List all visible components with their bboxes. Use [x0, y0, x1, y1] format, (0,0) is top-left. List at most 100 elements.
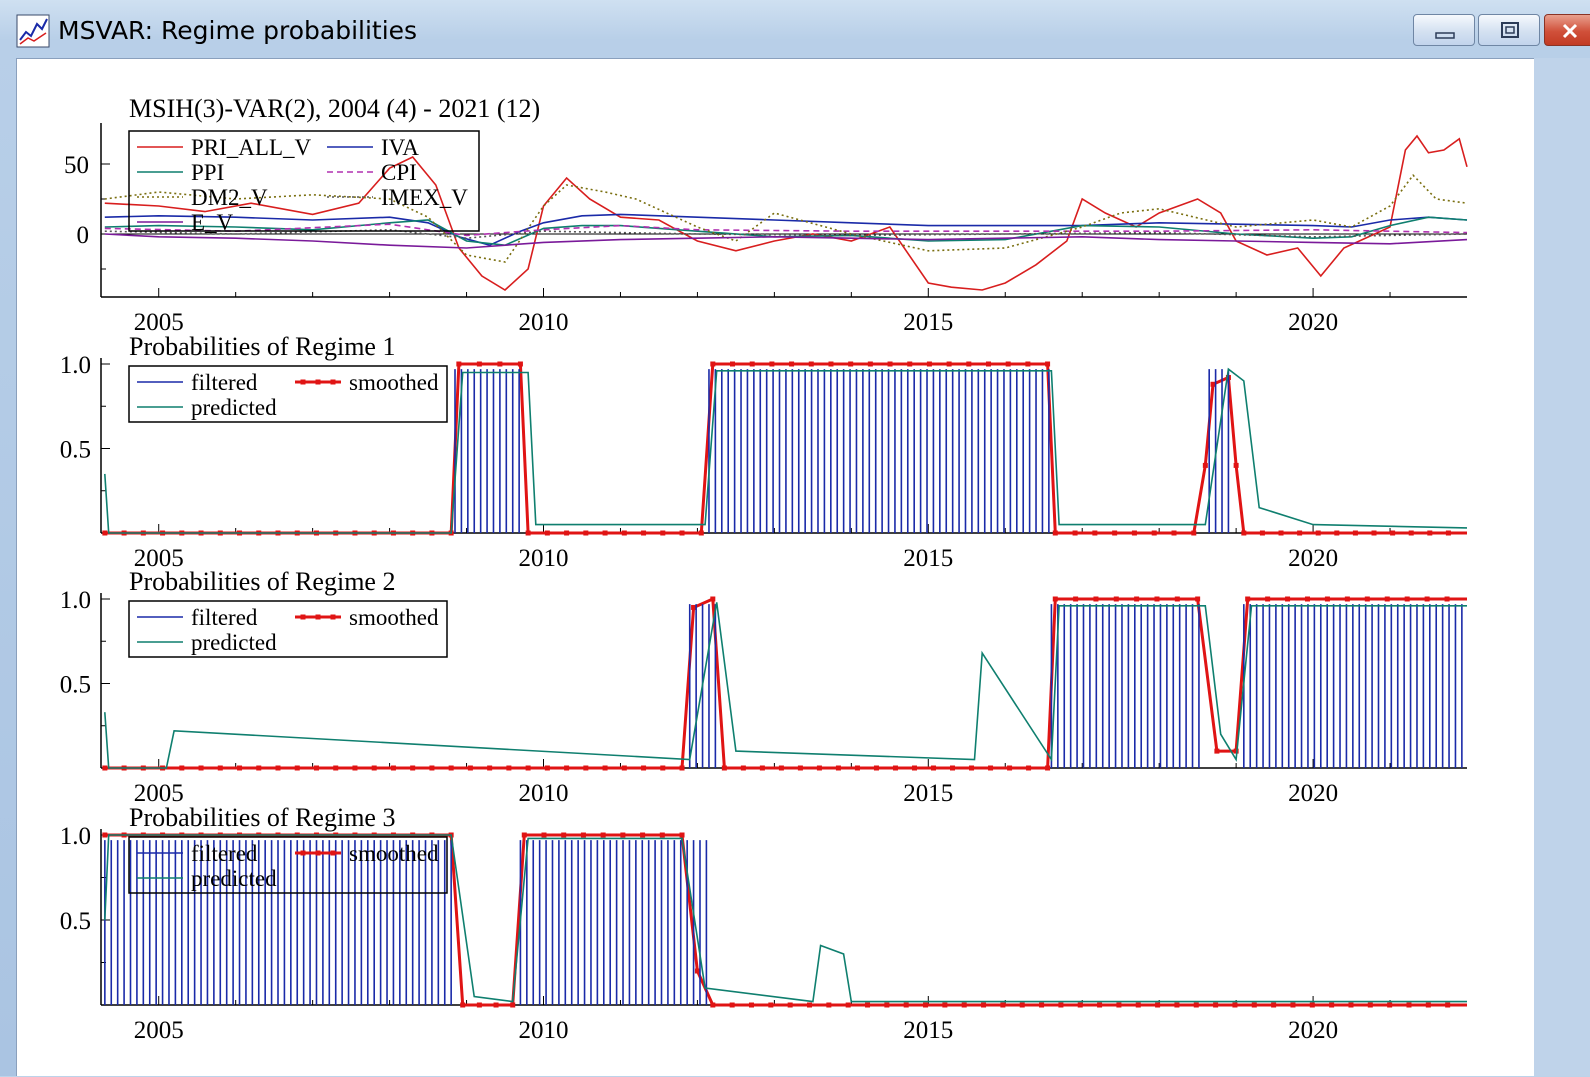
smoothed-marker [845, 1002, 851, 1008]
x-tick-label: 2005 [134, 309, 184, 336]
smoothed-marker [730, 361, 736, 367]
smoothed-marker [903, 1002, 909, 1008]
smoothed-marker [966, 361, 972, 367]
legend-marker [300, 850, 306, 856]
smoothed-marker [1097, 1002, 1103, 1008]
smoothed-marker [1290, 1002, 1296, 1008]
smoothed-marker [1026, 765, 1032, 771]
title-bar[interactable]: MSVAR: Regime probabilities [0, 0, 1590, 58]
smoothed-marker [1387, 1002, 1393, 1008]
legend-marker [300, 614, 306, 620]
smoothed-marker [541, 832, 547, 838]
smoothed-marker [660, 530, 666, 536]
smoothed-marker [1112, 530, 1118, 536]
series-line-predicted [104, 834, 1467, 1003]
smoothed-marker [1045, 765, 1051, 771]
smoothed-marker [198, 765, 204, 771]
legend-label: smoothed [349, 841, 439, 866]
smoothed-marker [710, 1002, 716, 1008]
smoothed-marker [907, 361, 913, 367]
smoothed-marker [749, 361, 755, 367]
legend-label: smoothed [349, 605, 439, 630]
smoothed-marker [1058, 1002, 1064, 1008]
smoothed-marker [1309, 1002, 1315, 1008]
minimize-icon [1435, 32, 1455, 39]
smoothed-marker [710, 596, 716, 602]
smoothed-marker [497, 361, 503, 367]
x-tick-label: 2020 [1288, 780, 1338, 807]
smoothed-marker [1213, 1002, 1219, 1008]
series-line-cpi [104, 223, 1468, 237]
smoothed-marker [102, 530, 108, 536]
smoothed-marker [679, 530, 685, 536]
smoothed-marker [721, 765, 727, 771]
smoothed-marker [1371, 530, 1377, 536]
smoothed-marker [476, 361, 482, 367]
smoothed-marker [1278, 530, 1284, 536]
smoothed-marker [835, 765, 841, 771]
smoothed-marker [828, 361, 834, 367]
smoothed-marker [854, 765, 860, 771]
legend-marker [300, 379, 306, 385]
smoothed-marker [460, 1002, 466, 1008]
legend-marker [330, 379, 336, 385]
smoothed-marker [1019, 1002, 1025, 1008]
smoothed-marker [1425, 1002, 1431, 1008]
window-title: MSVAR: Regime probabilities [58, 16, 418, 45]
legend-label: predicted [191, 395, 277, 420]
regime-probabilities-plot: 2005 2010 2015 2020 50 0 MSIH(3)-VAR(2), 2004 … [60, 94, 1468, 1044]
legend-label: predicted [191, 866, 277, 891]
window-frame-right [1534, 58, 1590, 1076]
legend-label: filtered [191, 370, 258, 395]
legend-box [128, 836, 448, 894]
smoothed-marker [1202, 462, 1208, 468]
smoothed-marker [787, 1002, 793, 1008]
smoothed-marker [1000, 1002, 1006, 1008]
smoothed-marker [807, 1002, 813, 1008]
smoothed-marker [1072, 530, 1078, 536]
legend-box [128, 130, 480, 232]
smoothed-marker [1344, 596, 1350, 602]
smoothed-marker [1113, 596, 1119, 602]
chart-title: MSIH(3)-VAR(2), 2004 (4) - 2021 (12) [129, 94, 540, 123]
smoothed-marker [873, 765, 879, 771]
smoothed-marker [816, 765, 822, 771]
legend-label: filtered [191, 605, 258, 630]
x-tick-label: 2005 [134, 545, 184, 572]
x-tick-label: 2010 [519, 545, 569, 572]
smoothed-marker [769, 361, 775, 367]
smoothed-marker [1251, 1002, 1257, 1008]
smoothed-marker [1155, 1002, 1161, 1008]
legend-label: predicted [191, 630, 277, 655]
legend-label: smoothed [349, 370, 439, 395]
smoothed-marker [923, 1002, 929, 1008]
smoothed-marker [1154, 596, 1160, 602]
smoothed-marker [911, 765, 917, 771]
x-tick-label: 2010 [519, 780, 569, 807]
smoothed-marker [808, 361, 814, 367]
legend-box [128, 600, 448, 658]
legend-label: IVA [381, 135, 419, 160]
smoothed-marker [1195, 596, 1201, 602]
smoothed-marker [102, 765, 108, 771]
smoothed-marker [1315, 530, 1321, 536]
smoothed-marker [179, 765, 185, 771]
smoothed-marker [826, 1002, 832, 1008]
smoothed-marker [729, 1002, 735, 1008]
minimize-button[interactable] [1413, 14, 1475, 46]
series-line-e_v [104, 233, 1468, 249]
smoothed-marker [867, 361, 873, 367]
smoothed-marker [926, 361, 932, 367]
close-button[interactable] [1544, 14, 1590, 46]
maximize-button[interactable] [1478, 14, 1540, 46]
smoothed-marker [1052, 530, 1058, 536]
smoothed-marker [602, 765, 608, 771]
smoothed-marker [1390, 530, 1396, 536]
legend-label: PRI_ALL_V [191, 135, 312, 160]
smoothed-marker [448, 765, 454, 771]
smoothed-marker [256, 765, 262, 771]
smoothed-marker [884, 1002, 890, 1008]
smoothed-marker [580, 832, 586, 838]
chart-title: Probabilities of Regime 2 [129, 567, 395, 596]
smoothed-marker [544, 765, 550, 771]
